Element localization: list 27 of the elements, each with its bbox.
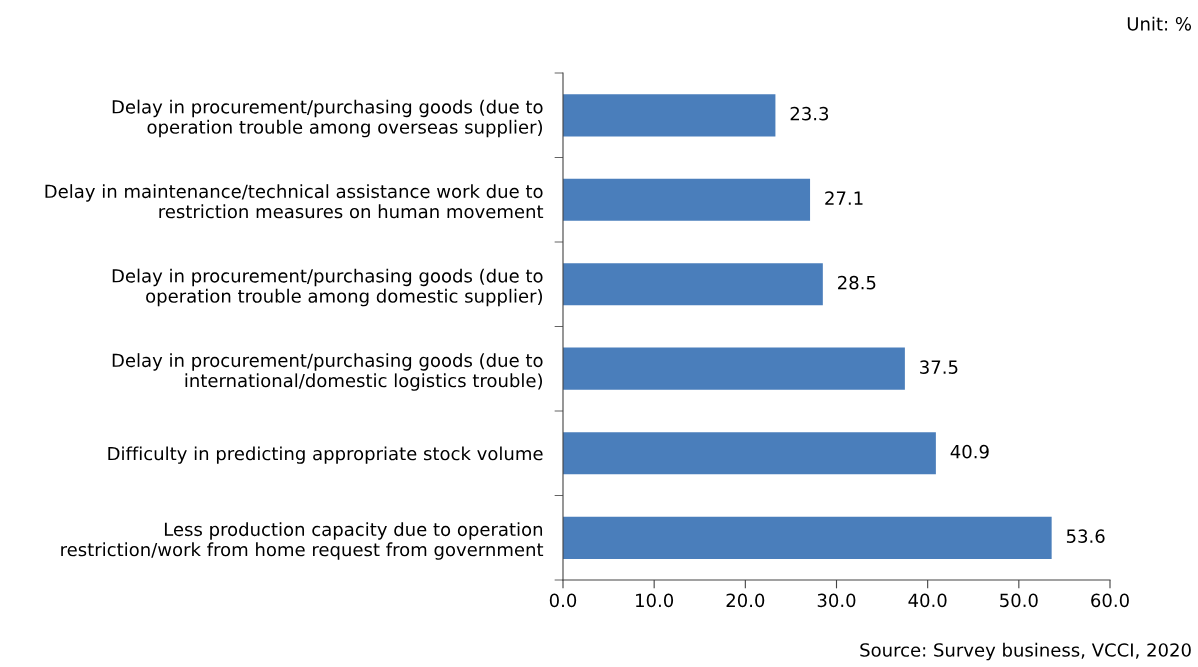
bar (563, 347, 905, 390)
x-tick-label: 40.0 (908, 593, 947, 608)
bar (563, 178, 811, 221)
text: Unit: % (1127, 16, 1192, 31)
data-label: 27.1 (825, 191, 863, 205)
y-tick-label: Less production capacity due to operation restriction/work from home request from government (61, 522, 544, 560)
x-tick-label: 10.0 (636, 593, 674, 608)
bar (563, 516, 1052, 559)
data-label: 53.6 (1066, 529, 1105, 543)
y-tick-label: Delay in procurement/purchasing goods (due to international/domestic logistics trouble) (112, 353, 543, 391)
source-note: Source: Survey business, VCCI, 2020 (860, 642, 1191, 661)
bar (563, 263, 823, 306)
x-tick-label: 20.0 (726, 593, 765, 608)
y-tick-label: Delay in procurement/purchasing goods (due to operation trouble among domestic supplier) (112, 268, 543, 307)
x-tick-label: 60.0 (1091, 593, 1129, 608)
y-tick-label: Delay in procurement/purchasing goods (due to operation trouble among overseas supplier) (112, 99, 543, 138)
data-label: 28.5 (838, 275, 876, 290)
bar (563, 432, 936, 475)
data-label: 23.3 (790, 106, 829, 121)
x-tick-label: 50.0 (1000, 593, 1038, 608)
x-tick-label: 0.0 (549, 593, 577, 608)
data-label: 37.5 (920, 360, 958, 374)
y-tick-label: Difficulty in predicting appropriate stock volume (108, 446, 543, 464)
bar (563, 94, 776, 137)
data-label: 40.9 (950, 444, 989, 459)
y-tick-label: Delay in maintenance/technical assistance work due to restriction measures on human movement (45, 184, 544, 219)
x-tick-label: 30.0 (817, 593, 856, 608)
